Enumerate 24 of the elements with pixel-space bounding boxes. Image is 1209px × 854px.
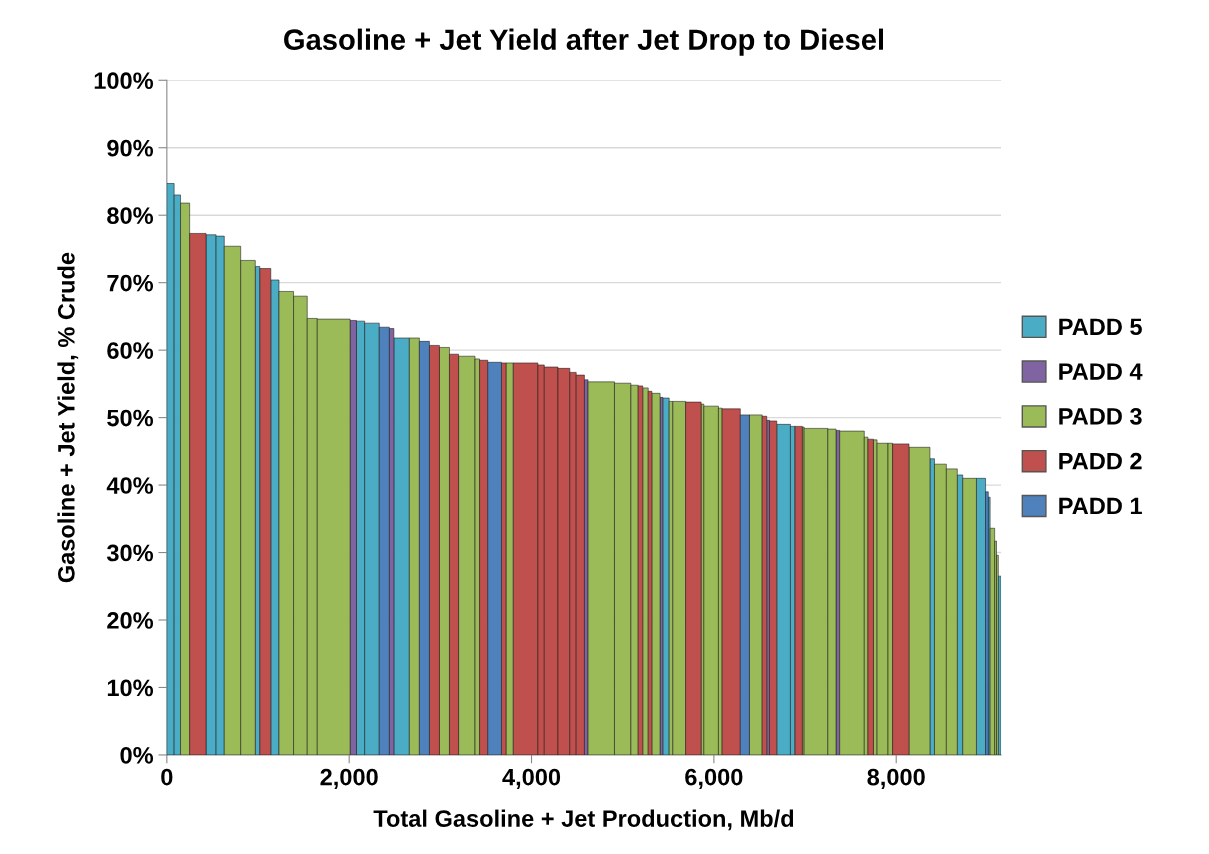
x-tick-label: 4,000 [502, 768, 561, 789]
legend-label: PADD 5 [1059, 318, 1142, 336]
y-tick-label: 30% [106, 544, 154, 562]
y-axis-title: Gasoline + Jet Yield, % Crude [57, 252, 79, 583]
y-tick-label: 0% [120, 747, 154, 764]
y-tick-label: 20% [107, 612, 154, 629]
x-tick-label: 2,000 [320, 768, 378, 789]
y-tick-label: 80% [107, 207, 154, 224]
y-tick-label: 70% [107, 274, 154, 292]
chart-title: Gasoline + Jet Yield after Jet Drop to Diesel [284, 28, 883, 56]
x-tick-label: 8,000 [867, 768, 925, 789]
y-tick-label: 90% [107, 139, 154, 157]
y-tick-label: 40% [106, 477, 154, 494]
legend-label: PADD 1 [1059, 497, 1142, 515]
y-tick-label: 10% [107, 679, 154, 697]
x-axis-title: Total Gasoline + Jet Production, Mb/d [373, 809, 794, 831]
y-tick-label: 100% [94, 72, 154, 90]
legend-label: PADD 2 [1059, 452, 1142, 470]
y-tick-label: 50% [107, 409, 154, 427]
x-tick-label: 0 [161, 768, 173, 786]
y-tick-label: 60% [107, 342, 154, 359]
x-tick-label: 6,000 [685, 768, 743, 789]
legend-label: PADD 3 [1059, 408, 1142, 425]
legend-label: PADD 4 [1059, 363, 1143, 380]
